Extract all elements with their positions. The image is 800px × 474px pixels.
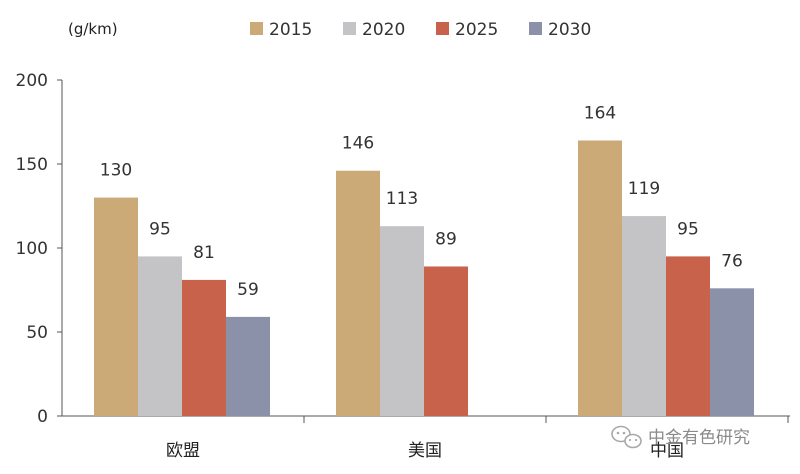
legend-swatch-2025 bbox=[436, 22, 449, 35]
bar-2020-2 bbox=[380, 226, 424, 416]
data-label-2015-1: 130 bbox=[100, 161, 132, 181]
bar-2015-1 bbox=[94, 197, 138, 416]
data-label-2015-3: 164 bbox=[584, 103, 616, 123]
chart-bars bbox=[94, 140, 754, 417]
bar-2020-3 bbox=[622, 216, 666, 416]
legend-label-2015: 2015 bbox=[269, 20, 312, 40]
y-tick-label: 150 bbox=[16, 155, 48, 175]
data-label-2015-2: 146 bbox=[342, 134, 374, 154]
bar-2025-2 bbox=[424, 266, 468, 416]
y-tick-label: 200 bbox=[16, 71, 48, 91]
legend-label-2020: 2020 bbox=[362, 20, 405, 40]
bar-2015-2 bbox=[336, 170, 380, 416]
data-label-2020-2: 113 bbox=[386, 189, 418, 209]
legend-label-2025: 2025 bbox=[455, 20, 498, 40]
data-label-2025-2: 89 bbox=[435, 229, 457, 249]
bar-2030-3 bbox=[710, 288, 754, 416]
legend-swatch-2015 bbox=[250, 22, 263, 35]
x-category-label: 中国 bbox=[650, 441, 684, 461]
bar-2015-3 bbox=[578, 140, 622, 417]
bar-2025-3 bbox=[666, 256, 710, 416]
data-label-2030-1: 59 bbox=[237, 280, 259, 300]
x-category-label: 欧盟 bbox=[166, 441, 200, 461]
legend-label-2030: 2030 bbox=[548, 20, 591, 40]
watermark: 中金有色研究 bbox=[611, 425, 750, 449]
bar-2025-1 bbox=[182, 279, 226, 416]
legend-swatch-2030 bbox=[529, 22, 542, 35]
data-label-2030-3: 76 bbox=[721, 251, 743, 271]
data-label-2025-3: 95 bbox=[677, 219, 699, 239]
watermark-text: 中金有色研究 bbox=[648, 428, 750, 448]
bar-2030-1 bbox=[226, 316, 270, 416]
data-label-2025-1: 81 bbox=[193, 243, 215, 263]
bar-2020-1 bbox=[138, 256, 182, 416]
chart-axes: 0 50 100 150 200 欧盟 美国 中国 bbox=[16, 71, 790, 461]
wechat-icon bbox=[611, 425, 642, 449]
y-axis-unit-label: (g/km) bbox=[68, 20, 118, 38]
chart-legend: 2015 2020 2025 2030 bbox=[250, 20, 591, 40]
data-label-2020-1: 95 bbox=[149, 219, 171, 239]
x-category-label: 美国 bbox=[408, 441, 442, 461]
y-tick-label: 50 bbox=[26, 323, 48, 343]
legend-swatch-2020 bbox=[343, 22, 356, 35]
y-tick-label: 0 bbox=[37, 407, 48, 427]
y-tick-label: 100 bbox=[16, 239, 48, 259]
chart-data-labels: 130 95 81 59 146 113 89 164 119 95 76 bbox=[100, 103, 743, 299]
data-label-2020-3: 119 bbox=[628, 179, 660, 199]
